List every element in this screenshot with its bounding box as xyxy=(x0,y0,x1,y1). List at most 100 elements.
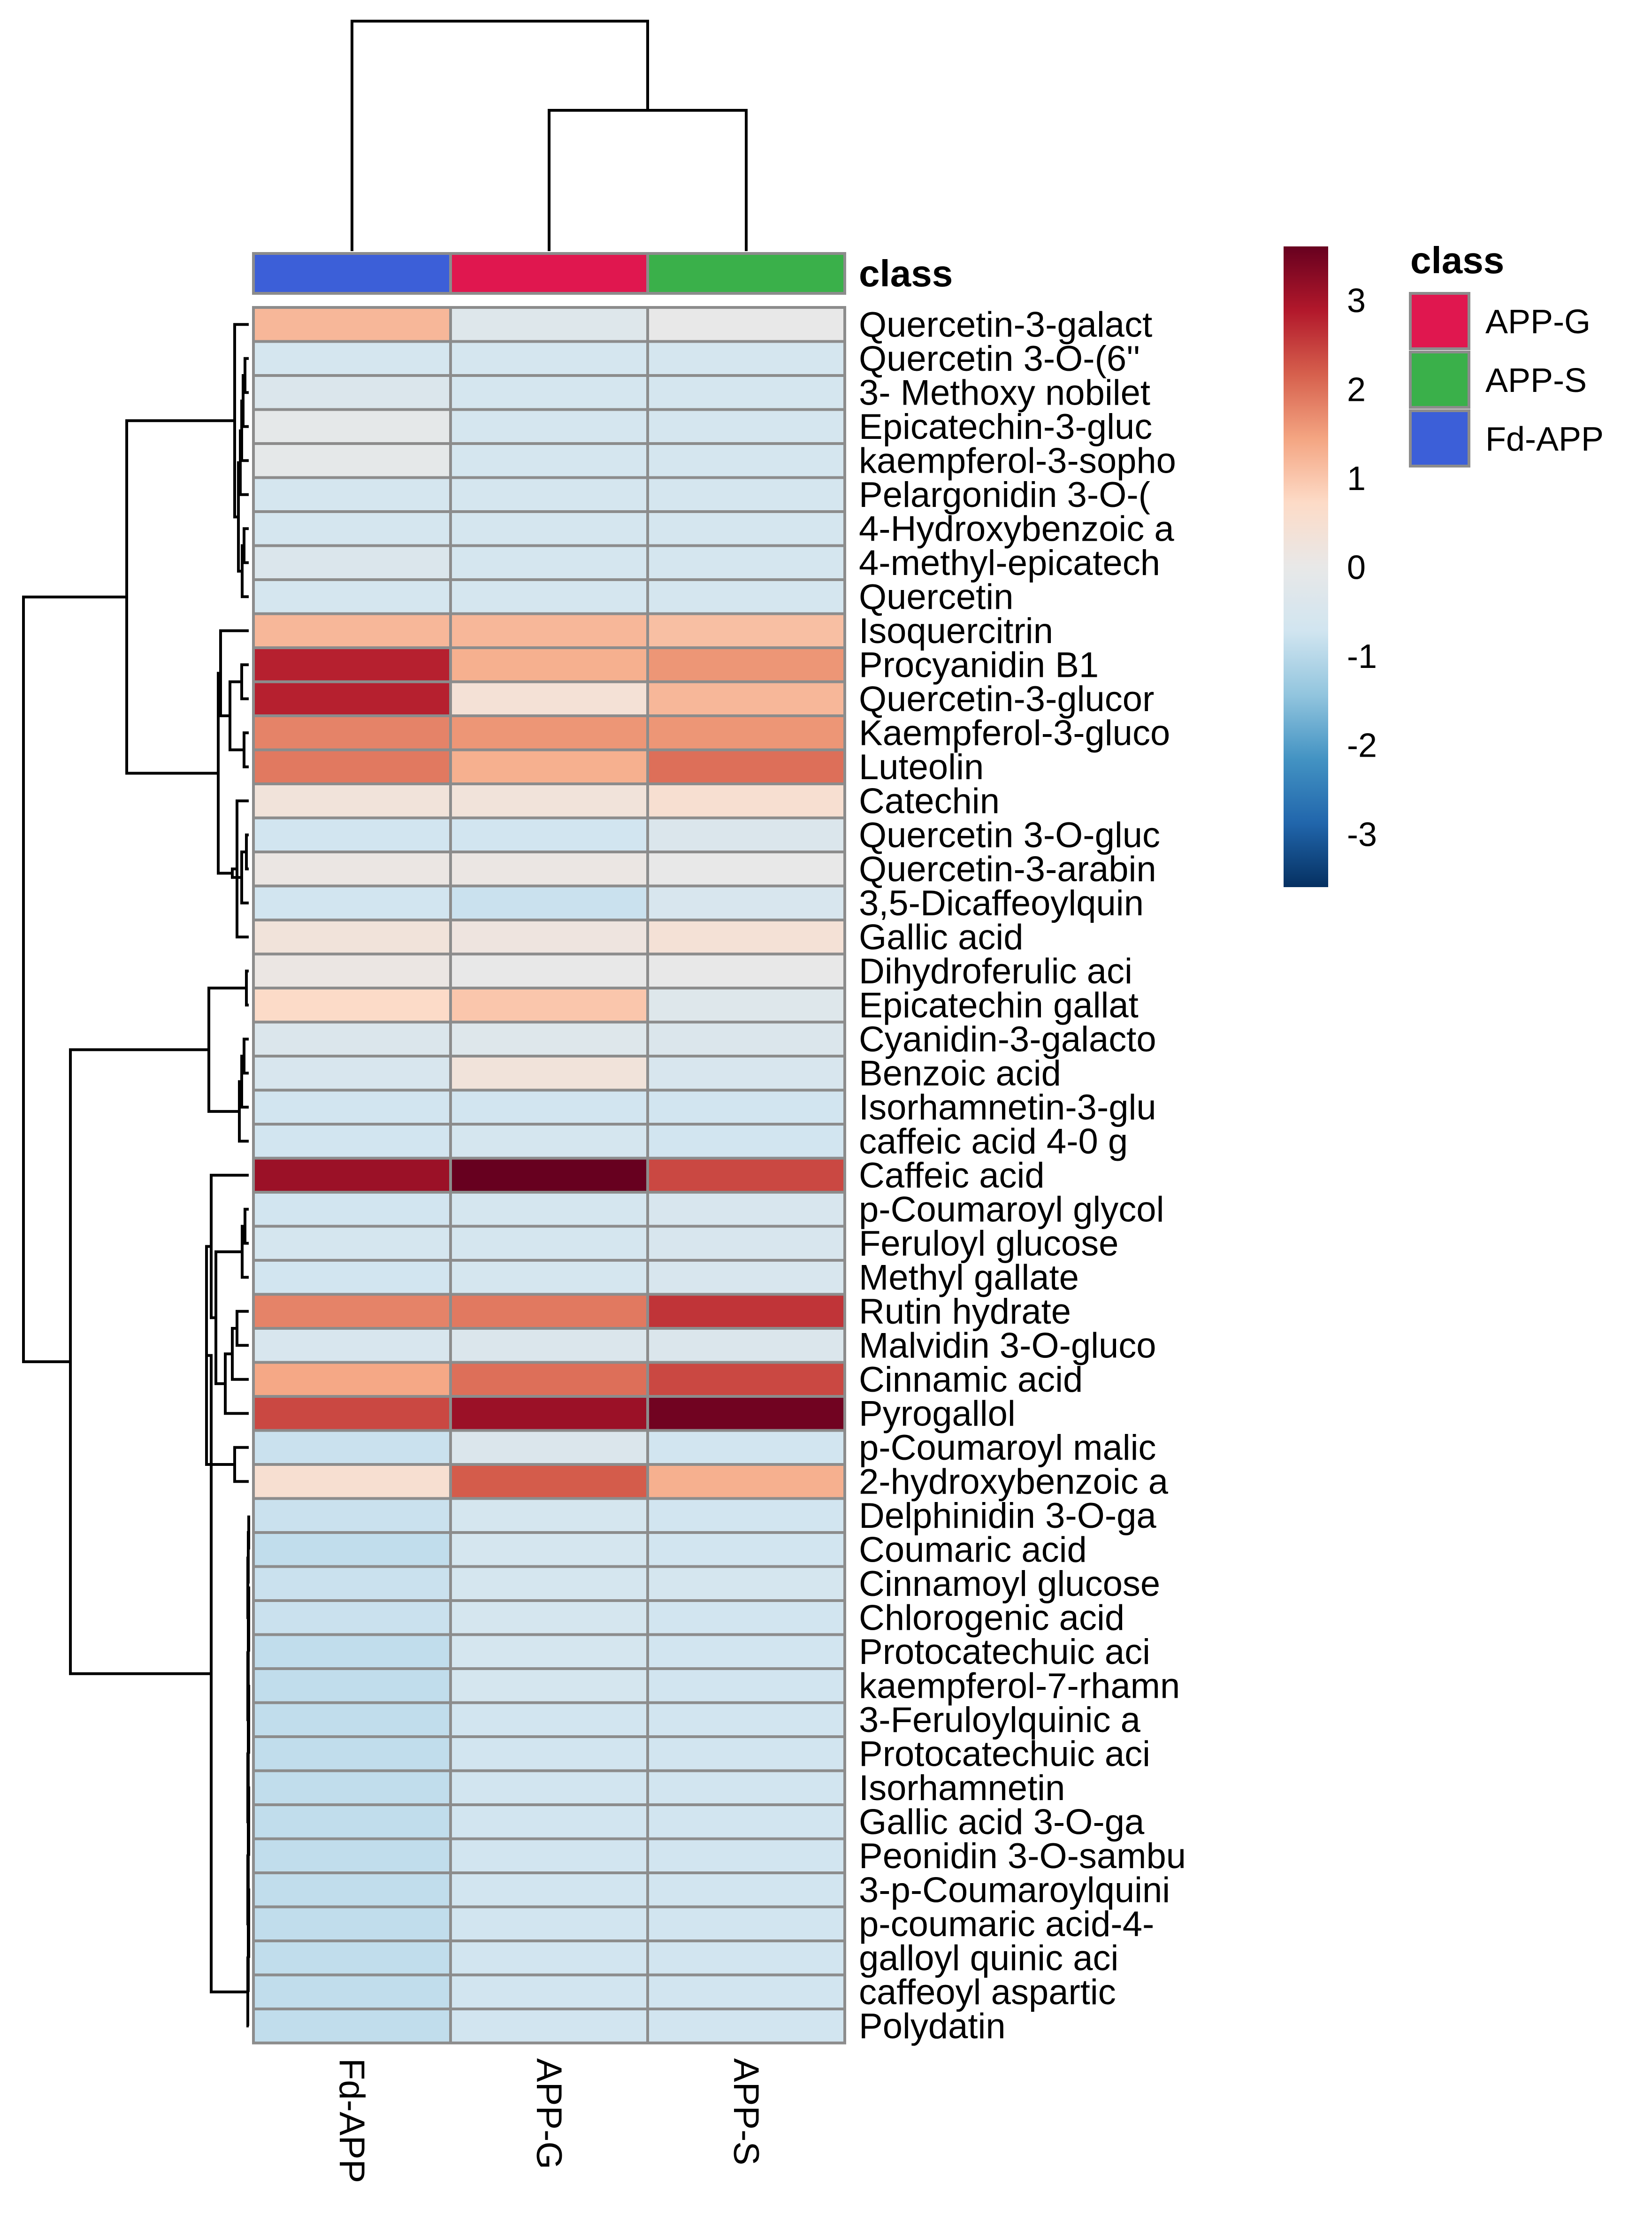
row-label: Rutin hydrate xyxy=(859,1292,1071,1332)
heatmap-cells xyxy=(252,306,846,2045)
heatmap-cell xyxy=(252,510,452,547)
heatmap-cell xyxy=(646,306,846,343)
heatmap-cell xyxy=(646,1157,846,1194)
heatmap-cell xyxy=(252,1191,452,1228)
heatmap-cell xyxy=(252,578,452,615)
class-legend-title: class xyxy=(1410,239,1504,281)
heatmap-cell xyxy=(252,919,452,956)
heatmap-cell xyxy=(252,1939,452,1977)
heatmap-cell xyxy=(449,1055,649,1092)
heatmap-cell xyxy=(449,782,649,820)
heatmap-cell xyxy=(449,1769,649,1806)
heatmap-cell xyxy=(449,1020,649,1058)
row-label: Caffeic acid xyxy=(859,1156,1045,1196)
heatmap-cell xyxy=(449,1293,649,1330)
heatmap-cell xyxy=(252,1735,452,1772)
heatmap-cell xyxy=(252,1599,452,1636)
heatmap-cell xyxy=(646,1191,846,1228)
heatmap-cell xyxy=(252,544,452,581)
heatmap-cell xyxy=(252,748,452,785)
color-scale-tick-label: -2 xyxy=(1347,727,1377,765)
row-label: Luteolin xyxy=(859,747,984,787)
heatmap-cell xyxy=(646,340,846,377)
heatmap-cell xyxy=(646,680,846,717)
class-annotation-label: class xyxy=(859,253,953,294)
color-scale-tick-label: -1 xyxy=(1347,638,1377,675)
row-label: Quercetin 3-O-gluc xyxy=(859,815,1160,855)
heatmap-cell xyxy=(252,646,452,683)
dendrogram-branch xyxy=(243,527,249,564)
heatmap-cell xyxy=(646,1088,846,1126)
heatmap-cell xyxy=(449,408,649,445)
dendrogram-branch xyxy=(548,109,748,251)
heatmap-cell xyxy=(449,1701,649,1738)
heatmap-cell xyxy=(449,510,649,547)
heatmap-cell xyxy=(449,919,649,956)
heatmap-cell xyxy=(646,1429,846,1466)
dendrogram-branch xyxy=(219,629,249,717)
heatmap-cell xyxy=(646,1531,846,1568)
heatmap-cell xyxy=(646,1361,846,1398)
heatmap-cell xyxy=(252,952,452,989)
dendrogram-branch xyxy=(233,1446,249,1483)
row-label: Kaempferol-3-gluco xyxy=(859,713,1170,753)
row-label: Protocatechuic aci xyxy=(859,1734,1150,1774)
heatmap-cell xyxy=(646,1667,846,1704)
row-label: Isorhamnetin-3-glu xyxy=(859,1088,1156,1127)
heatmap-cell xyxy=(252,306,452,343)
heatmap-cell xyxy=(449,1429,649,1466)
heatmap-cell xyxy=(646,987,846,1024)
heatmap-cell xyxy=(449,1157,649,1194)
heatmap-cell xyxy=(252,782,452,820)
row-label: Epicatechin-3-gluc xyxy=(859,407,1152,447)
class-legend-swatch xyxy=(1409,409,1470,468)
heatmap-cell xyxy=(646,1259,846,1296)
heatmap-cell xyxy=(252,1429,452,1466)
heatmap-cell xyxy=(252,1293,452,1330)
row-label: Coumaric acid xyxy=(859,1530,1087,1570)
heatmap-cell xyxy=(252,1565,452,1602)
row-label: Catechin xyxy=(859,781,1000,821)
heatmap-cell xyxy=(646,544,846,581)
heatmap-cell xyxy=(252,1701,452,1738)
row-label: Procyanidin B1 xyxy=(859,645,1099,685)
color-scale-bar xyxy=(1284,246,1328,887)
heatmap-cell xyxy=(449,1225,649,1262)
dendrogram-branch xyxy=(246,1956,249,2028)
row-label: 4-Hydroxybenzoic a xyxy=(859,509,1174,549)
heatmap-cell xyxy=(252,1667,452,1704)
row-label: Quercetin 3-O-(6'' xyxy=(859,339,1140,379)
heatmap-cell xyxy=(646,1905,846,1942)
color-scale-tick-label: -3 xyxy=(1347,816,1377,853)
heatmap-cell xyxy=(252,1531,452,1568)
heatmap-cell xyxy=(449,1633,649,1670)
row-label: Methyl gallate xyxy=(859,1257,1079,1297)
dendrogram-branch xyxy=(238,1080,249,1143)
heatmap-cell xyxy=(449,1123,649,1160)
dendrogram-branch xyxy=(236,1310,249,1347)
row-label: Malvidin 3-O-gluco xyxy=(859,1326,1156,1365)
heatmap-cell xyxy=(646,442,846,479)
heatmap-cell xyxy=(252,680,452,717)
heatmap-cell xyxy=(646,1735,846,1772)
heatmap-cell xyxy=(252,1803,452,1840)
heatmap-cell xyxy=(646,1973,846,2010)
heatmap-cell xyxy=(252,1905,452,1942)
heatmap-cell xyxy=(252,987,452,1024)
heatmap-cell xyxy=(252,1497,452,1534)
heatmap-cell xyxy=(646,1020,846,1058)
row-label: Pyrogallol xyxy=(859,1394,1016,1433)
heatmap-cell xyxy=(646,1701,846,1738)
dendrogram-branch xyxy=(243,1037,249,1075)
heatmap-cell xyxy=(646,1837,846,1874)
heatmap-cell xyxy=(646,919,846,956)
heatmap-cell xyxy=(646,1395,846,1432)
heatmap-cell xyxy=(449,374,649,411)
row-label: Gallic acid xyxy=(859,917,1024,957)
heatmap-cell xyxy=(646,782,846,820)
heatmap-cell xyxy=(252,816,452,853)
heatmap-cell xyxy=(646,1599,846,1636)
column-label: APP-S xyxy=(726,2058,766,2165)
row-label: 3-p-Coumaroylquini xyxy=(859,1870,1170,1910)
